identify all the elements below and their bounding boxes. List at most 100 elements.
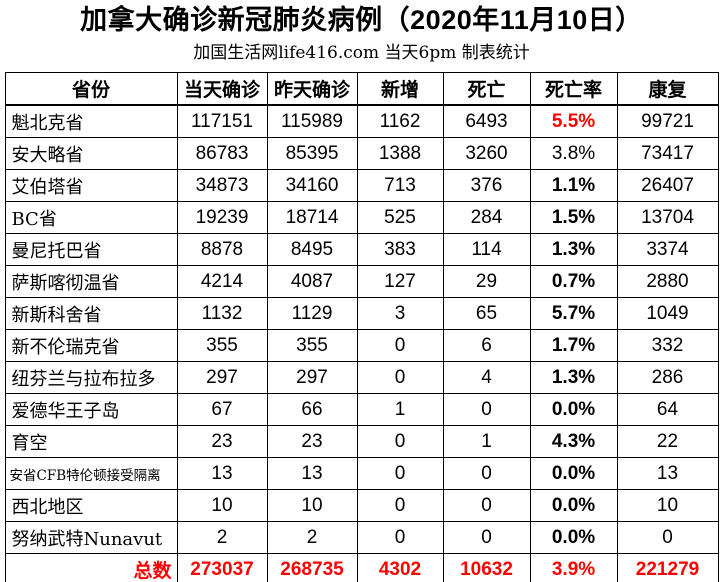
- value-cell: 13704: [616, 201, 719, 234]
- death-rate-cell: 1.5%: [529, 201, 618, 234]
- value-cell: 23: [176, 425, 268, 458]
- value-cell: 297: [176, 361, 268, 394]
- table-row: 艾伯塔省 34873 34160 713 376 1.1% 26407: [4, 169, 719, 202]
- value-cell: 10: [266, 489, 358, 522]
- value-cell: 332: [616, 329, 719, 362]
- province-cell: 萨斯喀彻温省: [4, 265, 178, 298]
- total-value-cell: 10632: [442, 553, 531, 582]
- value-cell: 286: [616, 361, 719, 394]
- value-cell: 355: [176, 329, 268, 362]
- value-cell: 713: [356, 169, 444, 202]
- table-row: 曼尼托巴省 8878 8495 383 114 1.3% 3374: [4, 233, 719, 266]
- value-cell: 0: [356, 457, 444, 490]
- death-rate-cell: 3.8%: [529, 137, 618, 170]
- value-cell: 4087: [266, 265, 358, 298]
- value-cell: 1129: [266, 297, 358, 330]
- total-row: 总数 273037 268735 4302 10632 3.9% 221279: [4, 553, 719, 582]
- table-row: 新不伦瑞克省 355 355 0 6 1.7% 332: [4, 329, 719, 362]
- table-row: 魁北克省 117151 115989 1162 6493 5.5% 99721: [4, 104, 719, 138]
- value-cell: 284: [442, 201, 531, 234]
- value-cell: 66: [266, 393, 358, 426]
- value-cell: 4214: [176, 265, 268, 298]
- death-rate-cell: 1.7%: [529, 329, 618, 362]
- province-cell: 育空: [4, 425, 178, 458]
- value-cell: 6: [442, 329, 531, 362]
- death-rate-cell: 1.3%: [529, 233, 618, 266]
- province-cell: 新斯科舍省: [4, 297, 178, 330]
- value-cell: 117151: [176, 104, 268, 138]
- province-cell: 曼尼托巴省: [4, 233, 178, 266]
- value-cell: 355: [266, 329, 358, 362]
- column-header: 新增: [356, 72, 444, 106]
- value-cell: 383: [356, 233, 444, 266]
- value-cell: 0: [442, 393, 531, 426]
- table-row: 安大略省 86783 85395 1388 3260 3.8% 73417: [4, 137, 719, 170]
- value-cell: 1049: [616, 297, 719, 330]
- column-header: 当天确诊: [176, 72, 268, 106]
- total-value-cell: 4302: [356, 553, 444, 582]
- value-cell: 86783: [176, 137, 268, 170]
- value-cell: 10: [176, 489, 268, 522]
- value-cell: 297: [266, 361, 358, 394]
- table-body: 魁北克省 117151 115989 1162 6493 5.5% 99721 安大略省 867…: [4, 104, 719, 554]
- value-cell: 13: [266, 457, 358, 490]
- value-cell: 0: [356, 521, 444, 554]
- source-credit: 加国生活网life416.com 当天6pm 制表统计: [193, 43, 530, 63]
- table-row: 新斯科舍省 1132 1129 3 65 5.7% 1049: [4, 297, 719, 330]
- table-row: 爱德华王子岛 67 66 1 0 0.0% 64: [4, 393, 719, 426]
- value-cell: 114: [442, 233, 531, 266]
- value-cell: 13: [176, 457, 268, 490]
- death-rate-cell: 0.0%: [529, 393, 618, 426]
- value-cell: 64: [616, 393, 719, 426]
- value-cell: 2: [266, 521, 358, 554]
- value-cell: 99721: [616, 104, 719, 138]
- value-cell: 0: [442, 489, 531, 522]
- province-cell: 艾伯塔省: [4, 169, 178, 202]
- death-rate-cell: 4.3%: [529, 425, 618, 458]
- value-cell: 3: [356, 297, 444, 330]
- value-cell: 13: [616, 457, 719, 490]
- total-value-cell: 3.9%: [529, 553, 618, 582]
- province-cell: 西北地区: [4, 489, 178, 522]
- table-row: BC省 19239 18714 525 284 1.5% 13704: [4, 201, 719, 234]
- column-header: 康复: [616, 72, 719, 106]
- total-label: 总数: [4, 553, 178, 582]
- province-cell: 新不伦瑞克省: [4, 329, 178, 362]
- value-cell: 0: [356, 489, 444, 522]
- value-cell: 26407: [616, 169, 719, 202]
- value-cell: 1: [442, 425, 531, 458]
- value-cell: 115989: [266, 104, 358, 138]
- header-row: 省份 当天确诊 昨天确诊 新增 死亡 死亡率 康复: [4, 72, 719, 106]
- death-rate-cell: 1.3%: [529, 361, 618, 394]
- province-cell: 纽芬兰与拉布拉多: [4, 361, 178, 394]
- value-cell: 22: [616, 425, 719, 458]
- death-rate-cell: 0.7%: [529, 265, 618, 298]
- province-cell: BC省: [4, 201, 178, 234]
- value-cell: 0: [616, 521, 719, 554]
- death-rate-cell: 5.7%: [529, 297, 618, 330]
- value-cell: 0: [356, 425, 444, 458]
- covid-stats-table: 省份 当天确诊 昨天确诊 新增 死亡 死亡率 康复 魁北克省 117151 115989 1162…: [4, 72, 719, 582]
- death-rate-cell: 5.5%: [529, 104, 618, 138]
- page-title: 加拿大确诊新冠肺炎病例（2020年11月10日）: [80, 5, 643, 35]
- table-row: 萨斯喀彻温省 4214 4087 127 29 0.7% 2880: [4, 265, 719, 298]
- value-cell: 8495: [266, 233, 358, 266]
- value-cell: 65: [442, 297, 531, 330]
- column-header: 死亡: [442, 72, 531, 106]
- value-cell: 29: [442, 265, 531, 298]
- total-value-cell: 273037: [176, 553, 268, 582]
- death-rate-cell: 0.0%: [529, 521, 618, 554]
- province-cell: 安省CFB特伦顿接受隔离: [4, 457, 178, 490]
- value-cell: 23: [266, 425, 358, 458]
- table-row: 纽芬兰与拉布拉多 297 297 0 4 1.3% 286: [4, 361, 719, 394]
- value-cell: 0: [356, 329, 444, 362]
- province-cell: 安大略省: [4, 137, 178, 170]
- table-row: 西北地区 10 10 0 0 0.0% 10: [4, 489, 719, 522]
- value-cell: 525: [356, 201, 444, 234]
- value-cell: 3374: [616, 233, 719, 266]
- table-row: 安省CFB特伦顿接受隔离 13 13 0 0 0.0% 13: [4, 457, 719, 490]
- value-cell: 2880: [616, 265, 719, 298]
- value-cell: 6493: [442, 104, 531, 138]
- value-cell: 1162: [356, 104, 444, 138]
- province-cell: 努纳武特Nunavut: [4, 521, 178, 554]
